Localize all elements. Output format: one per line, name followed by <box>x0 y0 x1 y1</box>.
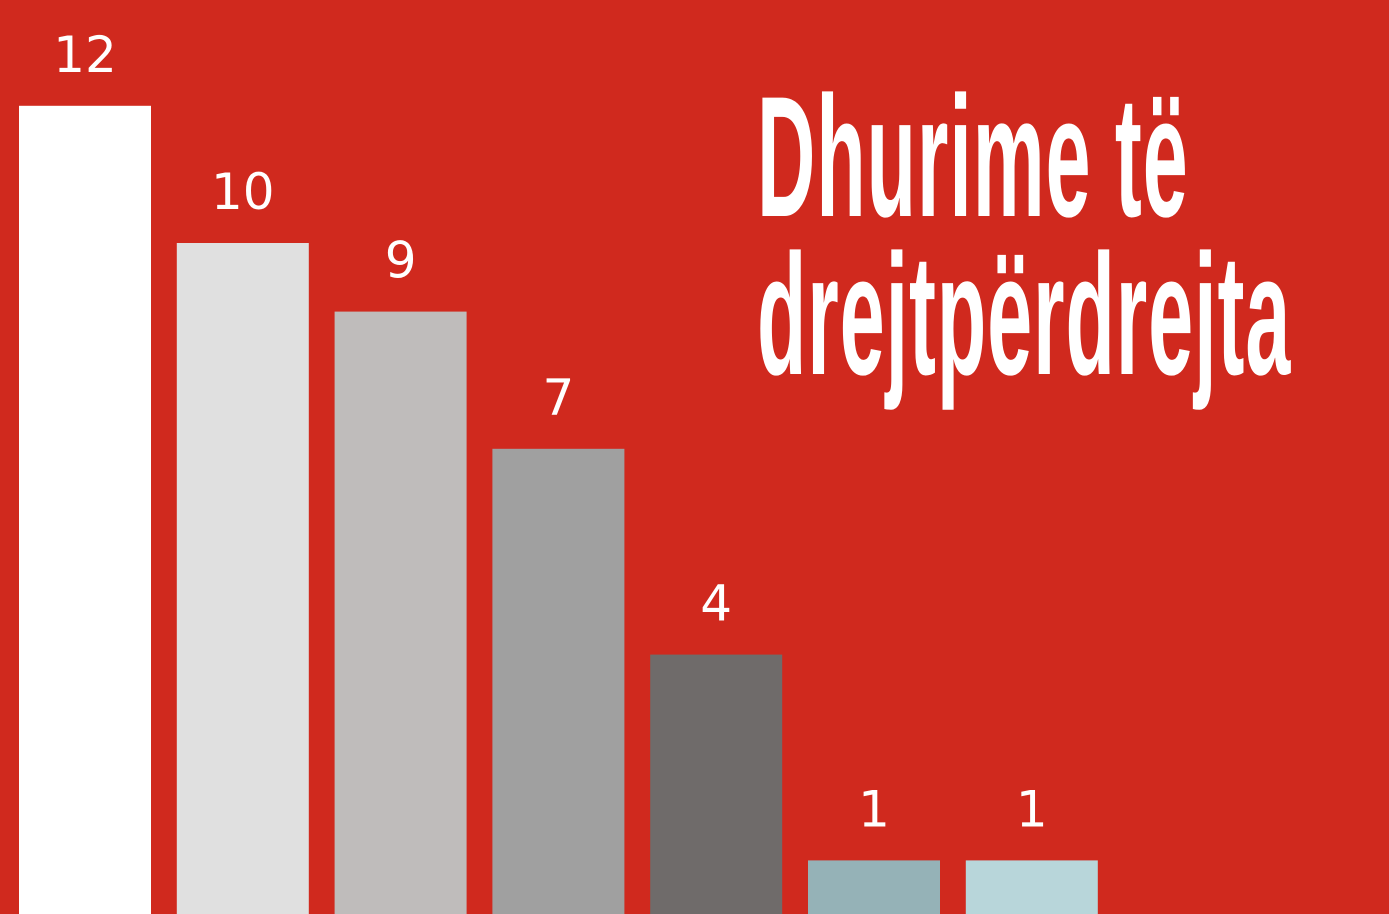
bar <box>650 654 783 914</box>
bar <box>176 243 309 914</box>
bar <box>492 448 625 914</box>
bar <box>808 860 940 914</box>
value-label: 4 <box>700 575 732 633</box>
value-label: 12 <box>53 26 117 84</box>
value-label: 9 <box>385 232 417 290</box>
value-label: 10 <box>211 163 275 221</box>
bar <box>334 311 467 914</box>
bar <box>965 860 1098 914</box>
value-label: 7 <box>542 369 574 427</box>
bar <box>19 105 151 914</box>
value-label: 1 <box>858 780 890 838</box>
chart-title: Dhurime të drejtpërdrejta <box>757 61 1292 411</box>
value-label: 1 <box>1016 780 1048 838</box>
